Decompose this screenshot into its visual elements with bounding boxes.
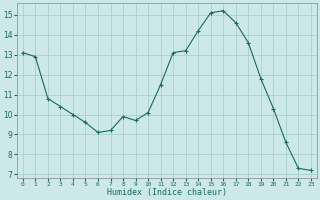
- X-axis label: Humidex (Indice chaleur): Humidex (Indice chaleur): [107, 188, 227, 197]
